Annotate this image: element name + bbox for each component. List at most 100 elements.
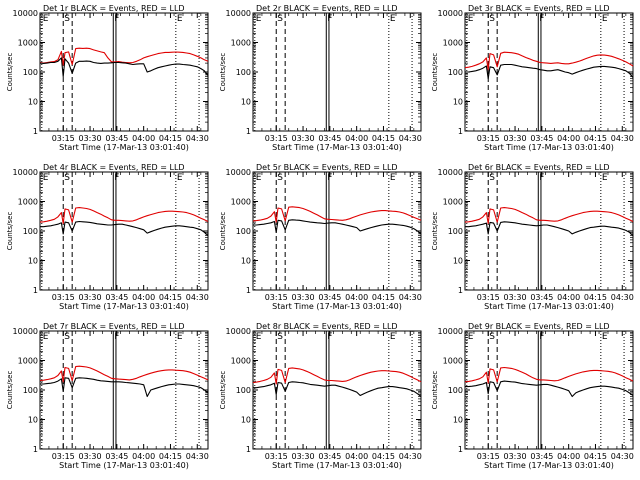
y-tick-label: 1 — [33, 127, 38, 136]
y-tick-label: 10 — [241, 98, 251, 107]
marker-label: F — [539, 14, 544, 24]
x-tick-label: 04:15 — [372, 293, 395, 302]
marker-label: S — [277, 332, 283, 342]
y-tick-label: 10000 — [226, 168, 251, 177]
marker-label: F — [114, 14, 119, 24]
marker-label: E — [177, 173, 183, 183]
y-tick-label: 100 — [448, 386, 463, 395]
series-line-lld — [252, 206, 422, 223]
marker-label: F — [539, 332, 544, 342]
series-line-lld — [464, 366, 634, 384]
x-tick-label: 04:00 — [132, 452, 155, 461]
marker-label: E — [177, 14, 183, 24]
series-line-lld — [464, 51, 634, 71]
x-tick-label: 04:15 — [159, 452, 182, 461]
x-tick-label: 03:30 — [79, 134, 102, 143]
marker-label: E — [468, 173, 474, 183]
plot-frame — [464, 171, 634, 291]
y-tick-label: 1 — [458, 286, 463, 295]
plot-frame — [464, 330, 634, 450]
x-tick-label: 04:30 — [611, 134, 634, 143]
y-tick-label: 100 — [236, 386, 251, 395]
panel-title: Det 5r BLACK = Events, RED = LLD — [256, 163, 398, 172]
series-line-events — [465, 221, 634, 237]
panel-title: Det 3r BLACK = Events, RED = LLD — [468, 4, 610, 13]
x-tick-label: 03:45 — [530, 134, 553, 143]
plot-frame — [39, 330, 209, 450]
x-tick-label: 04:30 — [186, 452, 209, 461]
y-tick-label: 10 — [241, 257, 251, 266]
series-line-events — [465, 63, 634, 80]
marker-label: E — [256, 332, 262, 342]
x-tick-label: 03:45 — [318, 452, 341, 461]
x-tick-label: 03:15 — [477, 293, 500, 302]
plot-frame — [39, 12, 209, 132]
x-axis-label: Start Time (17-Mar-13 03:01:40) — [272, 143, 402, 152]
x-tick-label: 04:30 — [399, 293, 422, 302]
plot-frame — [252, 12, 422, 132]
y-axis-label: Counts/sec — [219, 371, 227, 410]
marker-label: F — [327, 173, 332, 183]
y-tick-label: 100 — [23, 227, 38, 236]
x-tick-label: 04:30 — [186, 134, 209, 143]
plot-frame — [464, 12, 634, 132]
y-tick-label: 10000 — [438, 327, 463, 336]
marker-label: E — [602, 14, 608, 24]
x-tick-label: 03:45 — [318, 293, 341, 302]
x-axis-label: Start Time (17-Mar-13 03:01:40) — [484, 461, 614, 470]
x-tick-label: 03:30 — [504, 452, 527, 461]
x-tick-label: 04:00 — [557, 452, 580, 461]
y-axis-label: Counts/sec — [6, 53, 14, 92]
y-tick-label: 1000 — [18, 198, 38, 207]
y-tick-label: 1 — [458, 445, 463, 454]
x-tick-label: 04:15 — [159, 293, 182, 302]
series-line-events — [40, 220, 209, 237]
panel: Det 5r BLACK = Events, RED = LLD 1 10 100 10… — [219, 163, 422, 311]
y-tick-label: 10000 — [226, 327, 251, 336]
panel-title: Det 6r BLACK = Events, RED = LLD — [468, 163, 610, 172]
y-tick-label: 1000 — [18, 39, 38, 48]
x-tick-label: 03:45 — [105, 293, 128, 302]
y-tick-label: 10000 — [13, 327, 38, 336]
y-tick-label: 100 — [236, 68, 251, 77]
y-axis-label: Counts/sec — [431, 212, 439, 251]
y-tick-label: 100 — [23, 386, 38, 395]
x-tick-label: 03:30 — [504, 293, 527, 302]
marker-label: F — [114, 173, 119, 183]
y-tick-label: 10000 — [13, 9, 38, 18]
marker-label: E — [390, 173, 396, 183]
x-tick-label: 03:15 — [265, 293, 288, 302]
panel: Det 1r BLACK = Events, RED = LLD 1 10 100 10… — [6, 4, 209, 152]
x-tick-label: 04:00 — [345, 293, 368, 302]
x-tick-label: 03:15 — [52, 293, 75, 302]
y-tick-label: 1000 — [231, 357, 251, 366]
x-tick-label: 04:30 — [611, 293, 634, 302]
y-tick-label: 1000 — [231, 198, 251, 207]
y-tick-label: 100 — [448, 227, 463, 236]
y-tick-label: 10 — [453, 257, 463, 266]
plot-frame — [39, 171, 209, 291]
y-tick-label: 10 — [453, 98, 463, 107]
y-tick-label: 1 — [458, 127, 463, 136]
series-line-events — [40, 377, 209, 398]
x-tick-label: 04:15 — [372, 452, 395, 461]
panel: Det 8r BLACK = Events, RED = LLD 1 10 100 10… — [219, 322, 422, 470]
series-line-lld — [39, 47, 209, 66]
x-axis-label: Start Time (17-Mar-13 03:01:40) — [272, 302, 402, 311]
plot-frame — [252, 171, 422, 291]
y-tick-label: 10 — [28, 416, 38, 425]
x-tick-label: 04:15 — [584, 452, 607, 461]
marker-label: E — [602, 332, 608, 342]
y-tick-label: 1000 — [443, 357, 463, 366]
y-tick-label: 1 — [246, 127, 251, 136]
x-tick-label: 04:00 — [345, 452, 368, 461]
x-tick-label: 04:15 — [584, 134, 607, 143]
marker-label: E — [468, 332, 474, 342]
x-tick-label: 04:30 — [399, 452, 422, 461]
x-tick-label: 04:15 — [584, 293, 607, 302]
y-axis-label: Counts/sec — [219, 53, 227, 92]
y-tick-label: 1000 — [443, 39, 463, 48]
y-axis-label: Counts/sec — [431, 53, 439, 92]
x-axis-label: Start Time (17-Mar-13 03:01:40) — [484, 302, 614, 311]
